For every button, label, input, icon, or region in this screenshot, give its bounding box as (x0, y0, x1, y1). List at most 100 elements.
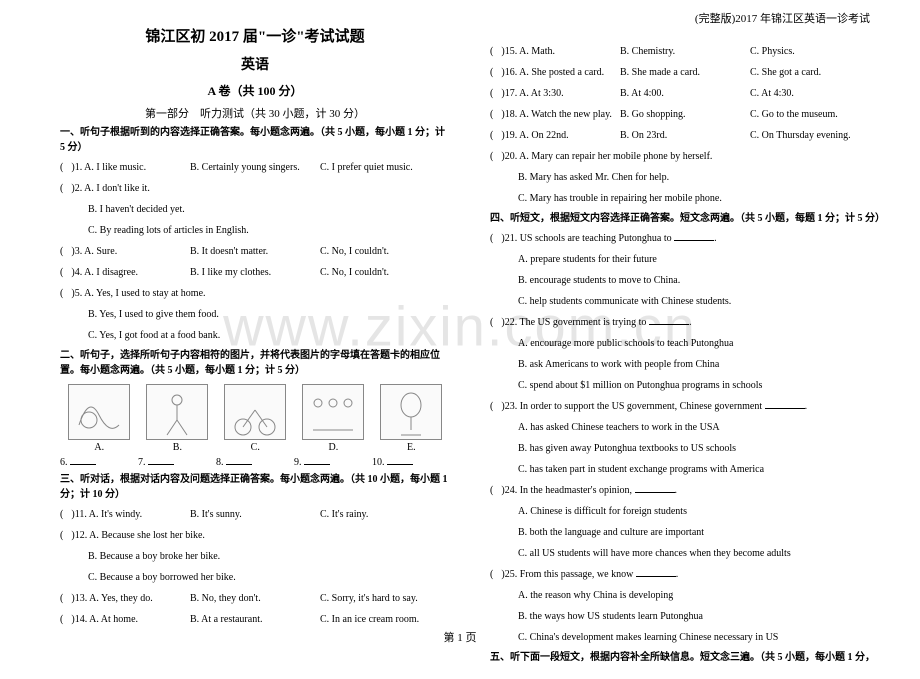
q13: 13. A. Yes, they do. B. No, they don't. … (60, 590, 450, 607)
q22-b: B. ask Americans to work with people fro… (490, 356, 880, 373)
q1: 1. A. I like music. B. Certainly young s… (60, 159, 450, 176)
q25: 25. From this passage, we know . (490, 566, 880, 583)
q1-a: 1. A. I like music. (75, 162, 146, 173)
right-column: 15. A. Math. B. Chemistry. C. Physics. 1… (490, 25, 880, 669)
q21: 21. US schools are teaching Putonghua to… (490, 230, 880, 247)
picture-row (60, 384, 450, 440)
q18-a: 18. A. Watch the new play. (505, 109, 612, 120)
q4-a: 4. A. I disagree. (75, 267, 138, 278)
q15-b: B. Chemistry. (620, 43, 750, 60)
q12-c: C. Because a boy borrowed her bike. (60, 569, 450, 586)
q11-b: B. It's sunny. (190, 506, 320, 523)
pic-e (380, 384, 442, 440)
q21-stem: 21. US schools are teaching Putonghua to (505, 233, 674, 244)
title-main: 锦江区初 2017 届"一诊"考试试题 (60, 25, 450, 46)
q18: 18. A. Watch the new play. B. Go shoppin… (490, 106, 880, 123)
q23: 23. In order to support the US governmen… (490, 398, 880, 415)
q15-c: C. Physics. (750, 43, 880, 60)
q5-a: 5. A. Yes, I used to stay at home. (75, 288, 206, 299)
q3-c: C. No, I couldn't. (320, 243, 450, 260)
q24-a: A. Chinese is difficult for foreign stud… (490, 503, 880, 520)
q3-a: 3. A. Sure. (75, 246, 118, 257)
pic-b (146, 384, 208, 440)
q2-a: 2. A. I don't like it. (75, 183, 150, 194)
q23-c: C. has taken part in student exchange pr… (490, 461, 880, 478)
pic-label-a: A. (94, 442, 104, 453)
section5-instr: 五、听下面一段短文，根据内容补全所缺信息。短文念三遍。（共 5 小题，每小题 1… (490, 650, 880, 665)
pic-c (224, 384, 286, 440)
q20-c: C. Mary has trouble in repairing her mob… (490, 190, 880, 207)
q22-a: A. encourage more public schools to teac… (490, 335, 880, 352)
q20-b: B. Mary has asked Mr. Chen for help. (490, 169, 880, 186)
q5-c: C. Yes, I got food at a food bank. (60, 327, 450, 344)
q18-b: B. Go shopping. (620, 106, 750, 123)
q24-c: C. all US students will have more chance… (490, 545, 880, 562)
q1-b: B. Certainly young singers. (190, 159, 320, 176)
fill-blanks: 6. 7. 8. 9. 10. (60, 455, 450, 468)
title-section: A 卷（共 100 分） (60, 82, 450, 99)
q13-c: C. Sorry, it's hard to say. (320, 590, 450, 607)
part1-title: 第一部分 听力测试（共 30 小题，计 30 分） (60, 105, 450, 121)
q14-c: C. In an ice cream room. (320, 611, 450, 628)
q1-c: C. I prefer quiet music. (320, 159, 450, 176)
q25-b: B. the ways how US students learn Putong… (490, 608, 880, 625)
q14: 14. A. At home. B. At a restaurant. C. I… (60, 611, 450, 628)
q5-b: B. Yes, I used to give them food. (60, 306, 450, 323)
q4-c: C. No, I couldn't. (320, 264, 450, 281)
q5: 5. A. Yes, I used to stay at home. (60, 285, 450, 302)
q12-a: 12. A. Because she lost her bike. (75, 530, 205, 541)
q13-b: B. No, they don't. (190, 590, 320, 607)
q17-c: C. At 4:30. (750, 85, 880, 102)
q17-b: B. At 4:00. (620, 85, 750, 102)
section2-instr: 二、听句子，选择所听句子内容相符的图片，并将代表图片的字母填在答题卡的相应位置。… (60, 348, 450, 378)
q12: 12. A. Because she lost her bike. (60, 527, 450, 544)
q25-stem: 25. From this passage, we know (505, 569, 636, 580)
q22-stem: 22. The US government is trying to (505, 317, 649, 328)
q21-c: C. help students communicate with Chines… (490, 293, 880, 310)
q3-b: B. It doesn't matter. (190, 243, 320, 260)
q23-a: A. has asked Chinese teachers to work in… (490, 419, 880, 436)
q12-b: B. Because a boy broke her bike. (60, 548, 450, 565)
q4: 4. A. I disagree. B. I like my clothes. … (60, 264, 450, 281)
q11-a: 11. A. It's windy. (75, 509, 142, 520)
q15: 15. A. Math. B. Chemistry. C. Physics. (490, 43, 880, 60)
q25-c: C. China's development makes learning Ch… (490, 629, 880, 646)
pic-label-c: C. (251, 442, 260, 453)
q21-a: A. prepare students for their future (490, 251, 880, 268)
left-column: 锦江区初 2017 届"一诊"考试试题 英语 A 卷（共 100 分） 第一部分… (60, 25, 450, 669)
q19-b: B. On 23rd. (620, 127, 750, 144)
q21-b: B. encourage students to move to China. (490, 272, 880, 289)
q2-b: B. I haven't decided yet. (60, 201, 450, 218)
pic-label-b: B. (173, 442, 182, 453)
pic-labels: A. B. C. D. E. (60, 442, 450, 453)
fb7: 7. (138, 457, 146, 468)
q14-b: B. At a restaurant. (190, 611, 320, 628)
q19: 19. A. On 22nd. B. On 23rd. C. On Thursd… (490, 127, 880, 144)
pic-d (302, 384, 364, 440)
q2-c: C. By reading lots of articles in Englis… (60, 222, 450, 239)
fb6: 6. (60, 457, 68, 468)
page: 锦江区初 2017 届"一诊"考试试题 英语 A 卷（共 100 分） 第一部分… (0, 0, 920, 679)
q2: 2. A. I don't like it. (60, 180, 450, 197)
pic-a (68, 384, 130, 440)
section1-instr: 一、听句子根据听到的内容选择正确答案。每小题念两遍。（共 5 小题，每小题 1 … (60, 125, 450, 155)
section4-instr: 四、听短文，根据短文内容选择正确答案。短文念两遍。（共 5 小题，每题 1 分；… (490, 211, 880, 226)
q16-b: B. She made a card. (620, 64, 750, 81)
q11: 11. A. It's windy. B. It's sunny. C. It'… (60, 506, 450, 523)
fb9: 9. (294, 457, 302, 468)
q20-a: 20. A. Mary can repair her mobile phone … (505, 151, 713, 162)
q22: 22. The US government is trying to . (490, 314, 880, 331)
q3: 3. A. Sure. B. It doesn't matter. C. No,… (60, 243, 450, 260)
q17: 17. A. At 3:30. B. At 4:00. C. At 4:30. (490, 85, 880, 102)
q20: 20. A. Mary can repair her mobile phone … (490, 148, 880, 165)
pic-label-d: D. (329, 442, 339, 453)
q17-a: 17. A. At 3:30. (505, 88, 564, 99)
q16: 16. A. She posted a card. B. She made a … (490, 64, 880, 81)
fb8: 8. (216, 457, 224, 468)
q11-c: C. It's rainy. (320, 506, 450, 523)
title-sub: 英语 (60, 54, 450, 74)
q19-a: 19. A. On 22nd. (505, 130, 569, 141)
q13-a: 13. A. Yes, they do. (75, 593, 153, 604)
q24: 24. In the headmaster's opinion, . (490, 482, 880, 499)
q15-a: 15. A. Math. (505, 46, 555, 57)
